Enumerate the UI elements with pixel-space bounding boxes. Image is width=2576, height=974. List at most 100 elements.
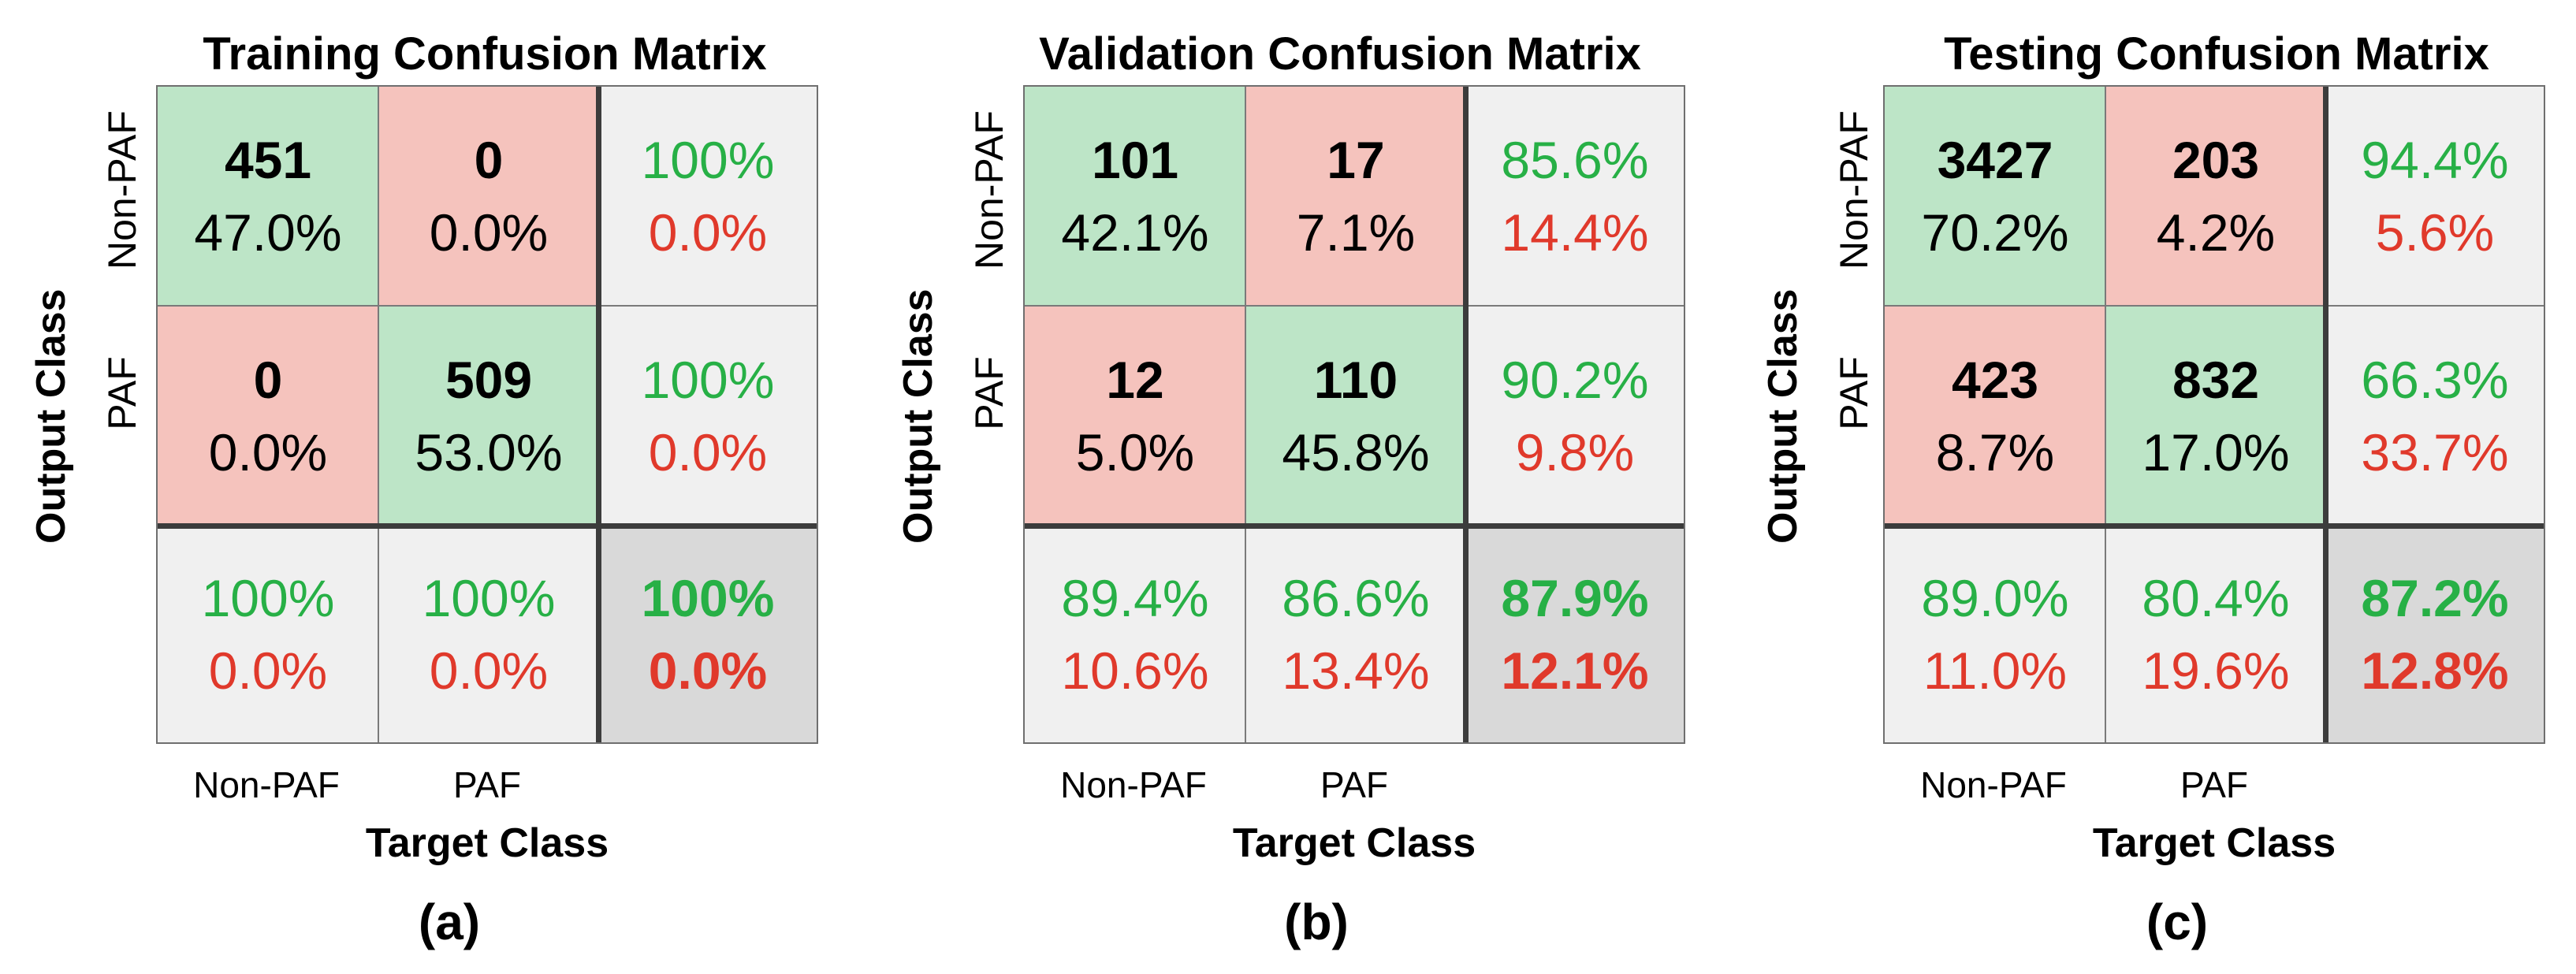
y-tick-non-paf: Non-PAF — [100, 110, 144, 270]
cell-row1-summary: 85.6% 14.4% — [1466, 87, 1684, 306]
cell-bad-rate: 14.4% — [1501, 203, 1649, 262]
cell-col2-summary: 80.4% 19.6% — [2105, 526, 2326, 742]
cell-count: 0 — [474, 131, 504, 189]
panel-label: (c) — [2146, 894, 2209, 950]
cell-percent: 0.0% — [208, 423, 328, 481]
cell-overall-accuracy: 87.2% 12.8% — [2326, 526, 2544, 742]
cell-bad-rate: 0.0% — [648, 423, 768, 481]
y-tick-non-paf: Non-PAF — [967, 110, 1011, 270]
y-tick-paf: PAF — [967, 356, 1011, 430]
panel-label: (a) — [418, 894, 481, 950]
x-tick-non-paf: Non-PAF — [193, 764, 340, 805]
cell-percent: 0.0% — [429, 203, 549, 262]
confusion-matrix-grid: 101 42.1% 17 7.1% 85.6% 14.4% 12 5.0% 11… — [1023, 85, 1685, 744]
cell-row2-summary: 66.3% 33.7% — [2326, 306, 2544, 526]
panel-title: Training Confusion Matrix — [203, 28, 767, 80]
cell-col2-summary: 86.6% 13.4% — [1245, 526, 1466, 742]
cell-count: 17 — [1327, 131, 1385, 189]
panel-training: Training Confusion Matrix Output Class N… — [0, 0, 820, 974]
cell-good-rate: 100% — [641, 131, 775, 189]
y-axis-label: Output Class — [28, 288, 74, 544]
cell-r2-c2: 509 53.0% — [378, 306, 599, 526]
cell-r1-c2: 0 0.0% — [378, 87, 599, 306]
grid-line-thick — [2323, 87, 2328, 742]
cell-bad-rate: 0.0% — [648, 203, 768, 262]
cell-count: 3427 — [1937, 131, 2053, 189]
cell-bad-rate: 5.6% — [2375, 203, 2495, 262]
cell-col1-summary: 89.0% 11.0% — [1885, 526, 2105, 742]
cell-percent: 45.8% — [1282, 423, 1430, 481]
grid-line — [378, 526, 379, 742]
cell-bad-rate: 0.0% — [208, 641, 328, 700]
cell-good-rate: 100% — [641, 351, 775, 409]
cell-bad-rate: 10.6% — [1061, 641, 1209, 700]
grid-line — [378, 87, 379, 526]
cell-percent: 70.2% — [1921, 203, 2069, 262]
panel-title: Validation Confusion Matrix — [1039, 28, 1641, 80]
overall-bad-rate: 12.8% — [2361, 641, 2509, 700]
cell-good-rate: 89.4% — [1061, 569, 1209, 627]
grid-line — [2105, 526, 2106, 742]
cell-count: 203 — [2172, 131, 2260, 189]
cell-percent: 42.1% — [1061, 203, 1209, 262]
grid-line — [2105, 87, 2106, 526]
cell-r1-c2: 203 4.2% — [2105, 87, 2326, 306]
cell-count: 0 — [253, 351, 283, 409]
cell-r2-c1: 0 0.0% — [158, 306, 378, 526]
overall-good-rate: 100% — [641, 569, 775, 627]
overall-good-rate: 87.9% — [1501, 569, 1649, 627]
x-tick-paf: PAF — [1320, 764, 1389, 805]
x-axis-label: Target Class — [365, 820, 609, 866]
confusion-matrix-grid: 451 47.0% 0 0.0% 100% 0.0% 0 0.0% 509 53… — [156, 85, 818, 744]
cell-bad-rate: 0.0% — [429, 641, 549, 700]
cell-row2-summary: 90.2% 9.8% — [1466, 306, 1684, 526]
cell-r2-c1: 12 5.0% — [1025, 306, 1245, 526]
cell-bad-rate: 11.0% — [1923, 641, 2068, 700]
panel-label: (b) — [1284, 894, 1349, 950]
x-tick-non-paf: Non-PAF — [1920, 764, 2067, 805]
cell-good-rate: 66.3% — [2361, 351, 2509, 409]
cell-r1-c1: 101 42.1% — [1025, 87, 1245, 306]
overall-bad-rate: 0.0% — [648, 641, 768, 700]
cell-percent: 5.0% — [1075, 423, 1195, 481]
cell-percent: 17.0% — [2142, 423, 2290, 481]
x-tick-paf: PAF — [452, 764, 522, 805]
grid-line-thick — [596, 87, 601, 742]
grid-line — [1466, 305, 1684, 307]
panel-title: Testing Confusion Matrix — [1944, 28, 2489, 80]
cell-percent: 53.0% — [415, 423, 563, 481]
grid-line-thick — [1025, 523, 1684, 529]
cell-col2-summary: 100% 0.0% — [378, 526, 599, 742]
grid-line — [1885, 305, 2326, 307]
cell-good-rate: 90.2% — [1501, 351, 1649, 409]
y-axis-label: Output Class — [895, 288, 941, 544]
x-axis-label: Target Class — [2092, 820, 2336, 866]
cell-percent: 7.1% — [1296, 203, 1416, 262]
cell-good-rate: 89.0% — [1921, 569, 2069, 627]
y-axis-label: Output Class — [1760, 288, 1806, 544]
cell-r2-c1: 423 8.7% — [1885, 306, 2105, 526]
cell-bad-rate: 9.8% — [1515, 423, 1635, 481]
cell-good-rate: 86.6% — [1282, 569, 1430, 627]
cell-good-rate: 100% — [422, 569, 556, 627]
cell-count: 101 — [1091, 131, 1179, 189]
cell-r1-c1: 3427 70.2% — [1885, 87, 2105, 306]
grid-line — [1245, 87, 1246, 526]
cell-good-rate: 100% — [201, 569, 335, 627]
panel-testing: Testing Confusion Matrix Output Class No… — [1732, 0, 2552, 974]
cell-good-rate: 94.4% — [2361, 131, 2509, 189]
cell-count: 110 — [1313, 351, 1398, 409]
cell-r1-c1: 451 47.0% — [158, 87, 378, 306]
x-tick-non-paf: Non-PAF — [1060, 764, 1207, 805]
cell-count: 423 — [1951, 351, 2039, 409]
grid-line — [2326, 305, 2544, 307]
cell-count: 509 — [445, 351, 533, 409]
cell-r1-c2: 17 7.1% — [1245, 87, 1466, 306]
grid-line-thick — [1463, 87, 1469, 742]
cell-percent: 47.0% — [194, 203, 342, 262]
x-tick-paf: PAF — [2180, 764, 2249, 805]
y-tick-paf: PAF — [100, 356, 144, 430]
grid-line — [1025, 305, 1466, 307]
cell-col1-summary: 89.4% 10.6% — [1025, 526, 1245, 742]
